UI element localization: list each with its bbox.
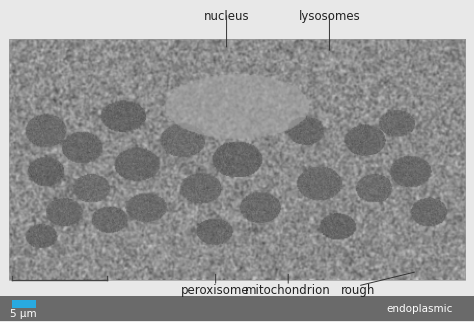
Bar: [12, 299, 36, 308]
Text: rough: rough: [341, 284, 375, 297]
Bar: [0, 296, 474, 321]
Text: lysosomes: lysosomes: [299, 10, 360, 23]
Text: endoplasmic: endoplasmic: [386, 304, 453, 314]
Text: mitochondrion: mitochondrion: [246, 284, 331, 297]
Text: nucleus: nucleus: [204, 10, 249, 23]
Text: 5 μm: 5 μm: [10, 309, 37, 319]
Text: peroxisome: peroxisome: [182, 284, 250, 297]
Bar: [9, 39, 465, 279]
